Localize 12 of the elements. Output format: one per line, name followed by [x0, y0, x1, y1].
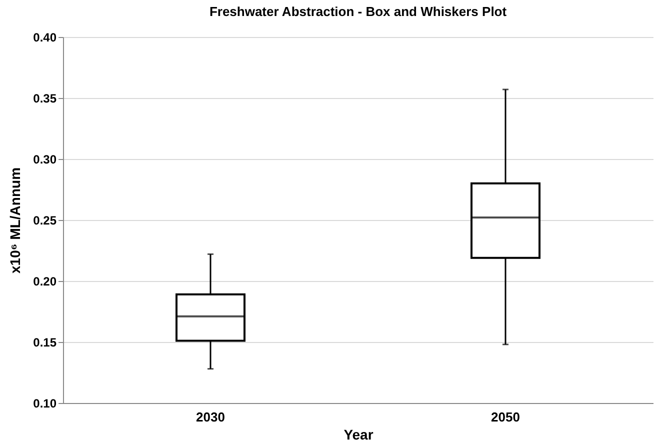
y-tick-label: 0.30: [33, 152, 57, 166]
x-tick-label: 2050: [491, 410, 520, 424]
x-tick-label: 2030: [196, 410, 225, 424]
y-tick-label: 0.20: [33, 274, 57, 288]
chart-title: Freshwater Abstraction - Box and Whiskers Plot: [209, 4, 508, 19]
y-tick-label: 0.35: [33, 92, 57, 106]
y-tick-label: 0.10: [33, 396, 57, 410]
y-tick-label: 0.40: [33, 30, 57, 44]
x-axis-title: Year: [344, 426, 374, 440]
y-tick-label: 0.15: [33, 336, 57, 350]
y-axis-title: x10⁶ ML/Annum: [7, 167, 24, 274]
y-tick-label: 0.25: [33, 214, 57, 228]
